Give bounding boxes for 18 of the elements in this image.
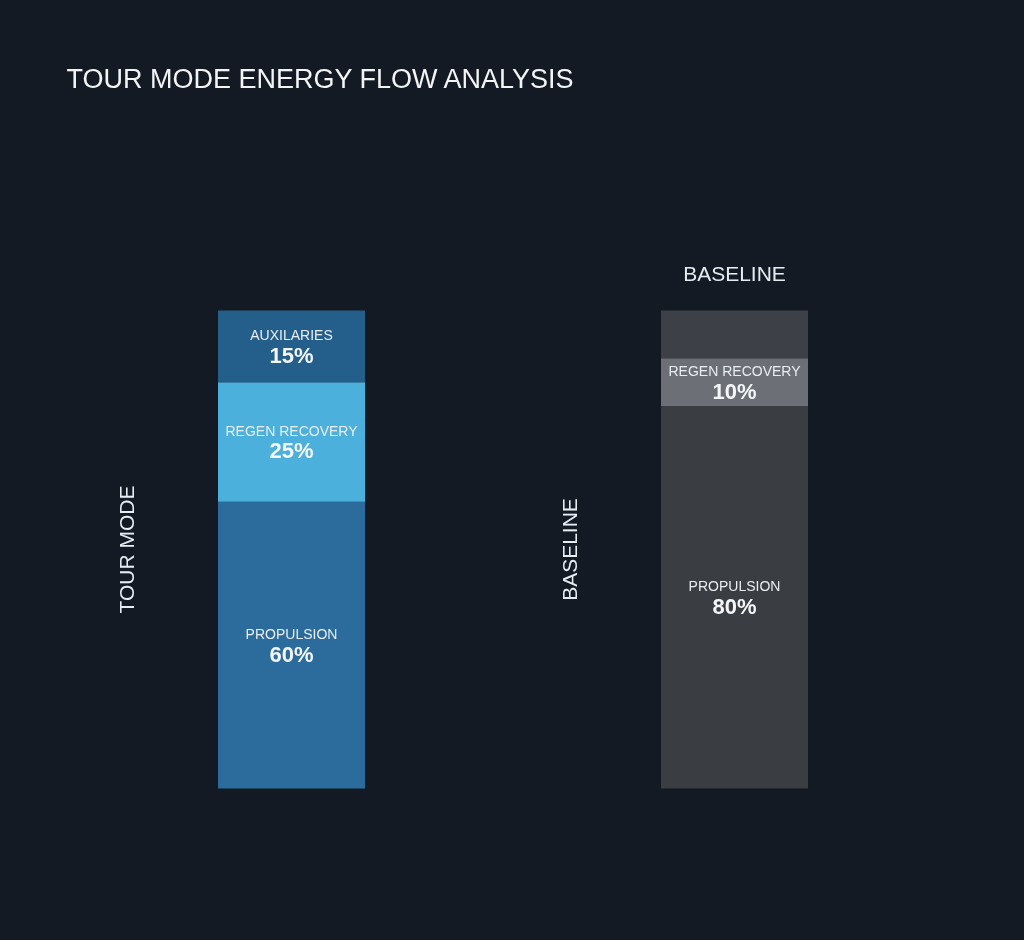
bar bbox=[218, 310, 365, 383]
data-label: 15% bbox=[269, 342, 314, 368]
text: PROPULSION bbox=[688, 578, 781, 595]
data-label: 10% bbox=[712, 378, 757, 404]
data-label: 25% bbox=[269, 438, 314, 464]
text: BASELINE bbox=[683, 262, 786, 285]
series-label: PROPULSION bbox=[245, 626, 338, 643]
series-label: REGEN RECOVERY bbox=[668, 363, 802, 380]
data-label: 80% bbox=[712, 593, 757, 619]
bar bbox=[218, 382, 365, 502]
data-label: 60% bbox=[269, 641, 314, 667]
text: REGEN RECOVERY bbox=[225, 422, 358, 439]
chart-title: TOUR MODE ENERGY FLOW ANALYSIS bbox=[66, 63, 574, 94]
x-tick-label: TOUR MODE bbox=[115, 485, 138, 614]
bar bbox=[661, 310, 808, 359]
bar bbox=[661, 406, 808, 789]
bar bbox=[218, 501, 365, 789]
series-label: AUXILARIES bbox=[250, 327, 333, 344]
